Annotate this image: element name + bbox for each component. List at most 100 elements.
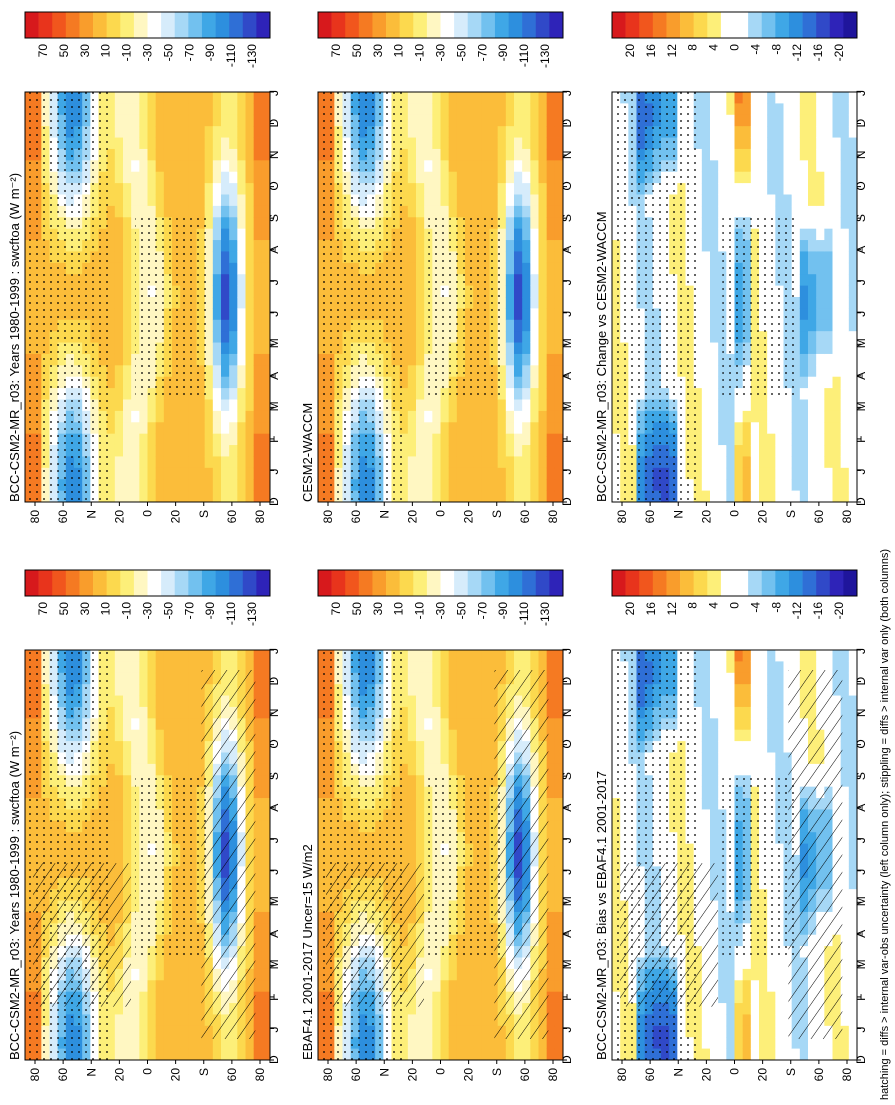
heatmap-cell [253, 763, 263, 776]
heatmap-cell [546, 308, 556, 321]
heatmap-cell [554, 957, 564, 970]
colorbar-tick-label: -10 [120, 602, 134, 620]
heatmap-cell [448, 410, 458, 423]
heatmap-cell [163, 957, 173, 970]
heatmap-cell [131, 661, 140, 674]
heatmap-cell [245, 126, 255, 138]
heatmap-cell [424, 194, 433, 207]
heatmap-cell [212, 331, 222, 343]
panel-bottom-left: 80 60 N 20 0 20 S 60 80DJFMAMJJASONDJBCC-CSM2-MR… [594, 569, 868, 1081]
heatmap-cell [229, 126, 238, 138]
heatmap-cell [440, 741, 450, 753]
heatmap-cell [180, 650, 189, 662]
heatmap-cell [440, 456, 450, 469]
lat-tick-label: N [377, 1068, 391, 1077]
heatmap-cell [440, 410, 450, 423]
heatmap-cell [261, 1037, 271, 1050]
heatmap-cell [106, 741, 116, 753]
heatmap-cell [407, 342, 417, 355]
heatmap-cell [456, 763, 466, 776]
heatmap-cell [139, 980, 148, 993]
heatmap-cell [465, 650, 474, 662]
heatmap-cell [554, 706, 564, 719]
colorbar-swatch [79, 570, 94, 596]
heatmap-cell [261, 137, 271, 150]
heatmap-cell [514, 194, 523, 207]
colorbar-tick-label: 10 [392, 44, 406, 58]
heatmap-cell [554, 991, 564, 1004]
heatmap-cell [253, 148, 263, 161]
heatmap-cell [229, 137, 238, 150]
colorbar-swatch [386, 12, 400, 38]
heatmap-cell [497, 251, 507, 264]
heatmap-cell [424, 650, 433, 662]
heatmap-cell [188, 194, 197, 207]
heatmap-cell [546, 262, 556, 275]
month-tick-label: J [560, 837, 574, 843]
heatmap-cell [399, 741, 409, 753]
heatmap-cell [465, 114, 474, 127]
heatmap-cell [245, 422, 255, 435]
heatmap-cell [196, 103, 206, 116]
heatmap-cell [123, 319, 132, 332]
month-tick-label: N [560, 150, 574, 159]
heatmap-cell [554, 365, 564, 378]
heatmap-cell [407, 319, 417, 332]
heatmap-cell [407, 228, 417, 241]
heatmap-cell [530, 342, 539, 355]
heatmap-cell [481, 695, 490, 708]
heatmap-cell [440, 650, 450, 662]
heatmap-cell [163, 456, 173, 469]
month-tick-label: O [560, 739, 574, 748]
heatmap-cell [147, 718, 157, 731]
heatmap-cell [546, 923, 556, 936]
heatmap-cell [123, 718, 132, 731]
heatmap-cell [514, 1048, 523, 1061]
lat-tick-label: 20 [405, 1068, 419, 1082]
month-tick-label: A [267, 804, 281, 812]
heatmap-cell [530, 103, 539, 116]
heatmap-cell [221, 126, 230, 138]
heatmap-cell [163, 980, 173, 993]
heatmap-cell [448, 661, 458, 674]
heatmap-cell [473, 114, 482, 127]
month-tick-label: J [560, 1026, 574, 1032]
heatmap-cell [505, 479, 515, 492]
heatmap-cell [399, 1003, 409, 1015]
heatmap-cell [261, 92, 271, 104]
heatmap-cell [514, 217, 523, 230]
heatmap-cell [465, 171, 474, 184]
heatmap-cell [123, 809, 132, 822]
heatmap-cell [546, 695, 556, 708]
colorbar-swatch [79, 12, 94, 38]
heatmap-cell [123, 672, 132, 685]
heatmap-cell [554, 1014, 564, 1027]
heatmap-cell [440, 445, 450, 457]
heatmap-cell [106, 650, 116, 662]
lat-tick-label: 60 [225, 1068, 239, 1082]
heatmap-cell [139, 433, 148, 446]
heatmap-cell [114, 855, 124, 867]
heatmap-cell [538, 445, 548, 457]
heatmap-cell [139, 114, 148, 127]
heatmap-cell [465, 1048, 474, 1061]
heatmap-cell [245, 479, 255, 492]
heatmap-cell [399, 388, 409, 400]
heatmap-cell [530, 92, 539, 104]
heatmap-cell [538, 103, 548, 116]
heatmap-cell [253, 365, 263, 378]
heatmap-cell [407, 752, 417, 765]
heatmap-cell [399, 752, 409, 765]
heatmap-cell [172, 741, 181, 753]
heatmap-cell [114, 741, 124, 753]
heatmap-cell [522, 103, 531, 116]
heatmap-cell [229, 194, 238, 207]
heatmap-cell [489, 126, 499, 138]
heatmap-cell [196, 968, 206, 981]
colorbar-swatch [331, 570, 346, 596]
heatmap-cell [212, 661, 222, 674]
heatmap-cell [123, 1025, 132, 1038]
heatmap-cell [505, 251, 515, 264]
colorbar-swatch [535, 570, 550, 596]
heatmap-cell [448, 980, 458, 993]
